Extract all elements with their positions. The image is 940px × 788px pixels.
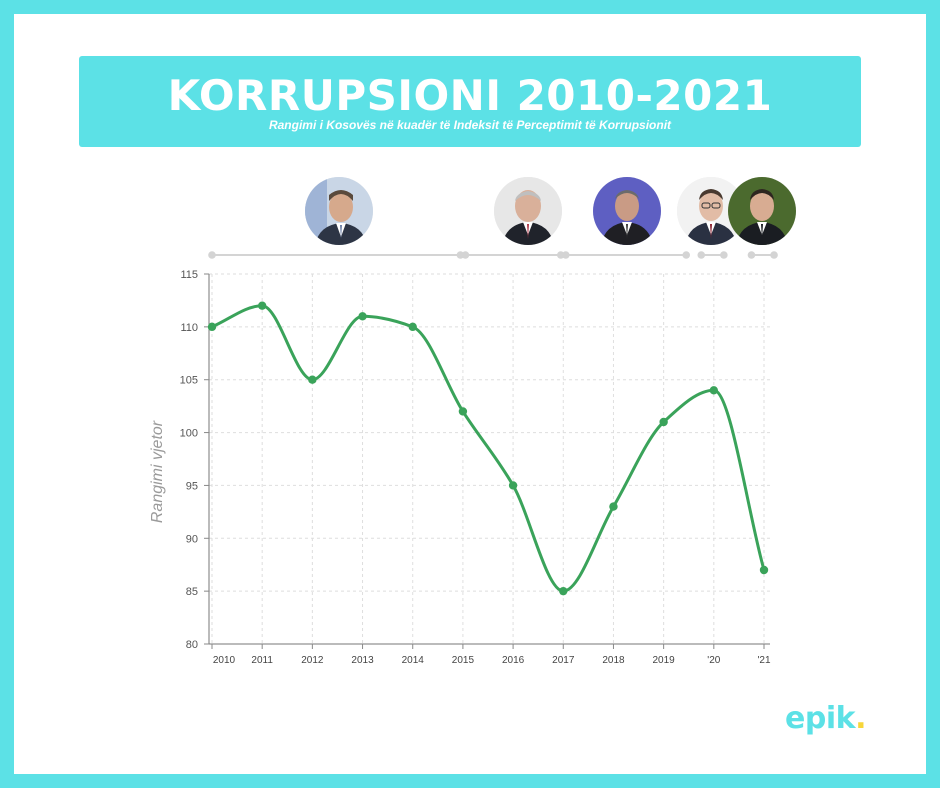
chart-axes xyxy=(208,274,770,645)
y-tick-label: 115 xyxy=(180,269,198,281)
y-axis-ticks: 80 85 90 95 100 105 110 115 xyxy=(180,269,209,651)
y-tick-label: 90 xyxy=(186,533,198,545)
data-point xyxy=(458,407,468,416)
data-point xyxy=(609,502,618,511)
x-tick-label: 2018 xyxy=(602,655,625,666)
brand-dot: . xyxy=(855,701,866,736)
series-layer xyxy=(207,301,769,596)
term-start-dot xyxy=(747,251,756,259)
data-point xyxy=(559,586,568,596)
x-axis-ticks: 2010 2011 2012 2013 2014 2015 2016 2017 2018 2019… xyxy=(211,644,771,666)
x-tick-label: 2019 xyxy=(653,655,676,666)
portrait-leader-2010-2014 xyxy=(305,177,373,245)
page-title: KORRUPSIONI 2010-2021 xyxy=(167,71,773,120)
term-timeline xyxy=(208,251,778,259)
y-tick-label: 110 xyxy=(180,322,198,334)
x-tick-label: 2013 xyxy=(351,655,374,666)
x-tick-label: '21 xyxy=(757,655,770,666)
data-point xyxy=(207,322,217,332)
page-subtitle: Rangimi i Kosovës në kuadër të Indeksit … xyxy=(268,118,672,132)
y-tick-label: 85 xyxy=(186,586,198,598)
data-point xyxy=(308,375,317,384)
portrait-leader-2020-b xyxy=(728,177,796,245)
term-start-dot xyxy=(697,251,706,259)
y-tick-label: 100 xyxy=(180,428,198,440)
data-point xyxy=(709,386,719,395)
epik-logo: epik. xyxy=(785,701,866,736)
x-tick-label: 2011 xyxy=(251,655,273,666)
series-line xyxy=(211,304,766,593)
portrait-leader-2017-2019 xyxy=(593,177,661,245)
y-axis-label: Rangimi vjetor xyxy=(149,420,166,523)
x-tick-label: 2017 xyxy=(552,655,575,666)
term-start-dot xyxy=(561,251,570,259)
term-start-dot xyxy=(461,251,470,259)
x-tick-label: 2012 xyxy=(301,655,324,666)
y-tick-label: 80 xyxy=(186,639,198,651)
data-point xyxy=(659,417,668,427)
brand-name: epik xyxy=(785,701,856,736)
x-tick-label: '20 xyxy=(707,655,720,666)
x-tick-label: 2014 xyxy=(402,655,425,666)
data-point xyxy=(759,565,769,575)
data-point xyxy=(408,322,417,332)
y-tick-label: 95 xyxy=(186,480,198,492)
term-start-dot xyxy=(208,251,216,259)
y-tick-label: 105 xyxy=(180,375,198,387)
x-tick-label: 2015 xyxy=(452,655,475,666)
data-point xyxy=(508,481,518,490)
term-end-dot xyxy=(770,251,778,259)
chart-grid xyxy=(209,273,770,644)
x-tick-label: 2016 xyxy=(502,655,525,666)
title-banner: KORRUPSIONI 2010-2021 Rangimi i Kosovës … xyxy=(79,56,861,147)
portrait-leader-2015-2017 xyxy=(494,177,562,245)
term-end-dot xyxy=(682,251,691,259)
data-point xyxy=(358,312,367,321)
term-end-dot xyxy=(720,251,728,259)
data-point xyxy=(257,301,267,310)
x-tick-label: 2010 xyxy=(213,655,236,666)
